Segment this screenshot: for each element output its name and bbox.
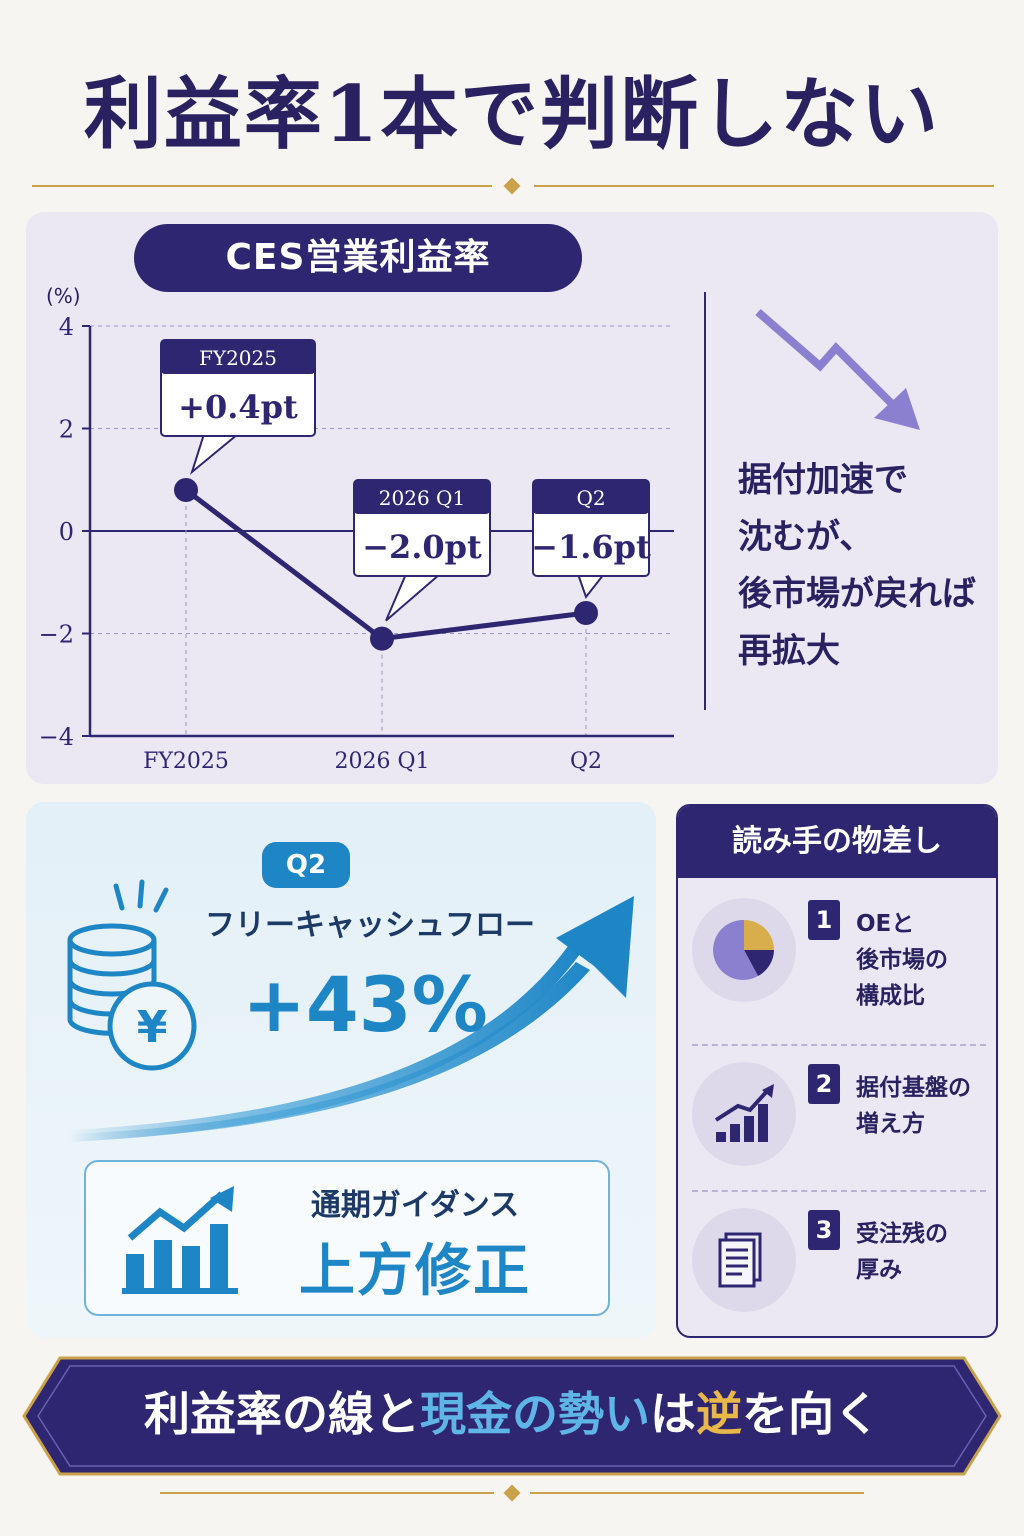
reader-panel-heading: 読み手の物差し <box>678 806 996 878</box>
guidance-label: 通期ガイダンス <box>310 1188 520 1223</box>
callout-change: −1.6pt <box>531 528 651 566</box>
fcf-label: フリーキャッシュフロー <box>205 908 535 943</box>
footer-rule-diamond <box>503 1484 521 1502</box>
yen-symbol: ¥ <box>137 1002 168 1053</box>
page-title: 利益率1本で判断しない <box>83 69 941 160</box>
callout-period: FY2025 <box>199 346 277 370</box>
data-point <box>174 478 198 502</box>
metric-item-2: 2 据付基盤の 増え方 <box>678 1056 996 1204</box>
metric-number: 3 <box>808 1210 840 1250</box>
y-axis-unit: (%) <box>46 284 81 308</box>
banner-part: を向く <box>742 1387 880 1441</box>
conclusion-banner <box>22 1356 1002 1476</box>
chart-title-pill: CES営業利益率 <box>134 224 582 292</box>
metric-item-1: 1 OEと 後市場の 構成比 <box>678 892 996 1040</box>
bar-growth-icon <box>122 1186 238 1294</box>
x-tick-label: Q2 <box>570 749 602 774</box>
coins-yen-icon: ¥ <box>67 879 197 1071</box>
reader-metrics-panel: 読み手の物差し 1 OEと 後市場の 構成比 2 据付基盤の 増え方 <box>676 804 998 1338</box>
y-tick-label: 2 <box>59 416 74 444</box>
side-note-line: 後市場が戻れば <box>738 574 976 614</box>
callout-tail <box>190 433 241 475</box>
banner-part: 利益率の線と <box>144 1387 420 1441</box>
metric-text: 据付基盤の 増え方 <box>856 1075 971 1137</box>
callout-change: −2.0pt <box>362 528 482 566</box>
fcf-value: +43% <box>242 960 488 1049</box>
banner-highlight-cash: 現金の勢い <box>420 1387 650 1441</box>
side-note-line: 沈むが、 <box>738 517 874 557</box>
y-tick-label: 0 <box>59 518 74 546</box>
title-rule-right <box>534 185 994 187</box>
y-tick-label: −4 <box>39 723 74 751</box>
conclusion-text: 利益率の線と現金の勢いは逆を向く <box>60 1374 964 1454</box>
q2-badge: Q2 <box>262 842 350 888</box>
chart-side-divider <box>704 292 706 710</box>
pie-chart-icon <box>692 898 796 1002</box>
callout-header <box>354 480 490 514</box>
title-rule-left <box>32 185 492 187</box>
y-tick-label: 4 <box>59 313 74 341</box>
metric-number: 1 <box>808 900 840 940</box>
footer-rule-right <box>530 1492 864 1494</box>
metric-number: 2 <box>808 1064 840 1104</box>
callout-tail <box>576 573 607 600</box>
y-tick-label: −2 <box>39 621 74 649</box>
side-note-line: 据付加速で <box>738 460 908 500</box>
banner-part: は <box>650 1387 696 1441</box>
data-point <box>574 601 598 625</box>
callout-change: +0.4pt <box>178 388 298 426</box>
downward-zigzag-arrow-icon <box>755 308 920 430</box>
x-tick-label: 2026 Q1 <box>334 749 429 774</box>
x-tick-label: FY2025 <box>143 749 229 774</box>
metric-text: 受注残の 厚み <box>856 1221 948 1283</box>
chart-side-note: 据付加速で 沈むが、 後市場が戻れば 再拡大 <box>738 452 998 680</box>
metric-item-3: 3 受注残の 厚み <box>678 1202 996 1336</box>
guidance-revision: 上方修正 <box>299 1239 531 1304</box>
rising-arrow-icon <box>70 896 634 1142</box>
callout-tail <box>385 573 443 622</box>
callout-period: 2026 Q1 <box>379 486 465 510</box>
document-icon <box>692 1208 796 1312</box>
callout-header <box>161 340 315 374</box>
banner-highlight-reverse: 逆 <box>696 1387 742 1441</box>
footer-rule-left <box>160 1492 494 1494</box>
side-note-line: 再拡大 <box>738 631 840 671</box>
margin-line-chart: 4 2 0 −2 −4 FY2025 2026 Q1 Q2 FY2025 +0.4pt 2026 Q… <box>39 313 674 774</box>
metric-text: OEと 後市場の 構成比 <box>856 911 948 1009</box>
bar-chart-icon <box>692 1062 796 1166</box>
metric-divider <box>692 1044 986 1046</box>
metric-divider <box>692 1190 986 1192</box>
callout-header <box>533 480 649 514</box>
data-point <box>370 626 394 651</box>
title-rule-diamond <box>503 177 521 195</box>
callout-period: Q2 <box>576 486 605 510</box>
